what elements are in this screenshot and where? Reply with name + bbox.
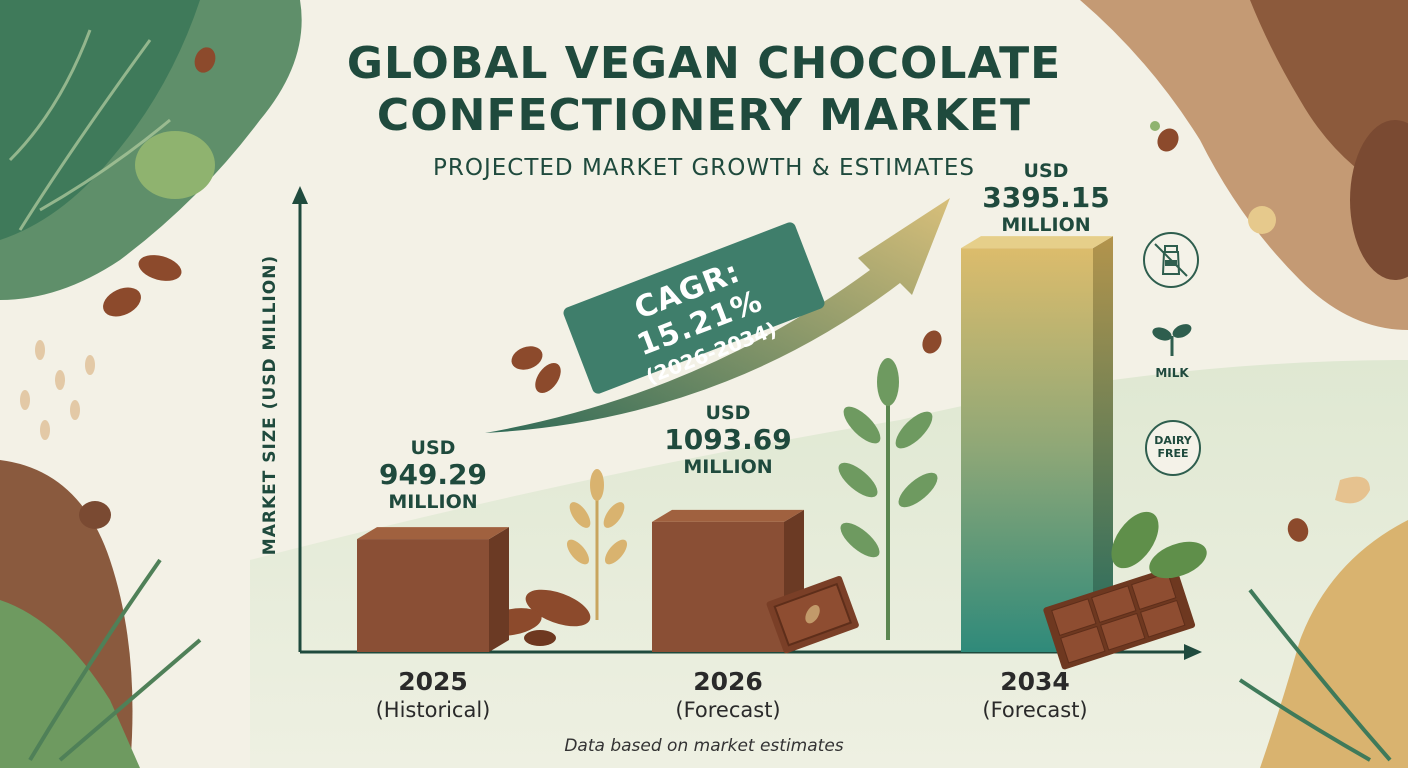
- x-tick-year: 2034: [1000, 667, 1070, 696]
- x-tick-note: (Forecast): [675, 698, 781, 722]
- page-subtitle: PROJECTED MARKET GROWTH & ESTIMATES: [433, 155, 975, 181]
- bar-top: [961, 236, 1113, 249]
- chocolate-squares-icon: [1043, 565, 1196, 670]
- dairy-free-label: DAIRY FREE: [1147, 434, 1199, 460]
- x-axis-arrow-icon: [1184, 644, 1202, 660]
- bar-side: [489, 527, 509, 652]
- x-tick-2025: 2025 (Historical): [323, 667, 543, 723]
- bar-front: [652, 521, 784, 652]
- cocoa-pod-icon: [511, 346, 561, 394]
- value-label-2034: USD 3395.15 MILLION: [936, 160, 1156, 236]
- bar-front: [357, 539, 489, 652]
- value-label-number: 949.29: [378, 458, 488, 491]
- bar-top: [357, 527, 509, 540]
- bar-front: [961, 248, 1093, 653]
- milk-label: MILK: [1155, 366, 1189, 380]
- value-label-unit: MILLION: [388, 491, 478, 513]
- plant-sprout-icon: [1150, 322, 1194, 356]
- leaf-icon: [1111, 511, 1207, 579]
- page-title-line-1: GLOBAL VEGAN CHOCOLATE: [346, 38, 1062, 89]
- no-milk-bottle-icon: [1143, 232, 1199, 288]
- value-label-number: 1093.69: [664, 423, 792, 456]
- wheat-plant-icon: [566, 469, 628, 620]
- bar-2025: [357, 527, 509, 652]
- dairy-free-badge-icon: [1145, 420, 1201, 476]
- bar-top: [652, 509, 804, 522]
- y-axis-arrow-icon: [292, 186, 308, 204]
- bar-2034: [961, 236, 1113, 653]
- value-label-2026: USD 1093.69 MILLION: [618, 402, 838, 478]
- value-label-currency: USD: [410, 437, 456, 459]
- x-tick-year: 2026: [693, 667, 763, 696]
- x-tick-note: (Forecast): [982, 698, 1088, 722]
- dairy-free-line-1: DAIRY: [1154, 434, 1192, 447]
- page-title-line-2: CONFECTIONERY MARKET: [376, 90, 1032, 141]
- value-label-number: 3395.15: [982, 181, 1110, 214]
- x-tick-2034: 2034 (Forecast): [925, 667, 1145, 723]
- value-label-currency: USD: [705, 402, 751, 424]
- value-label-unit: MILLION: [683, 456, 773, 478]
- x-tick-note: (Historical): [375, 698, 491, 722]
- green-plant-icon: [838, 358, 938, 640]
- chocolate-bar-icon: [766, 575, 859, 654]
- footnote: Data based on market estimates: [564, 736, 844, 756]
- x-tick-2026: 2026 (Forecast): [618, 667, 838, 723]
- value-label-2025: USD 949.29 MILLION: [323, 437, 543, 513]
- dairy-free-line-2: FREE: [1157, 447, 1189, 460]
- value-label-unit: MILLION: [1001, 214, 1091, 236]
- bar-side: [1093, 236, 1113, 653]
- value-label-currency: USD: [1023, 160, 1069, 182]
- bar-2026: [652, 509, 804, 652]
- x-tick-year: 2025: [398, 667, 468, 696]
- bottom-right-foliage: [1260, 520, 1408, 768]
- y-axis-label: MARKET SIZE (USD MILLION): [260, 254, 280, 556]
